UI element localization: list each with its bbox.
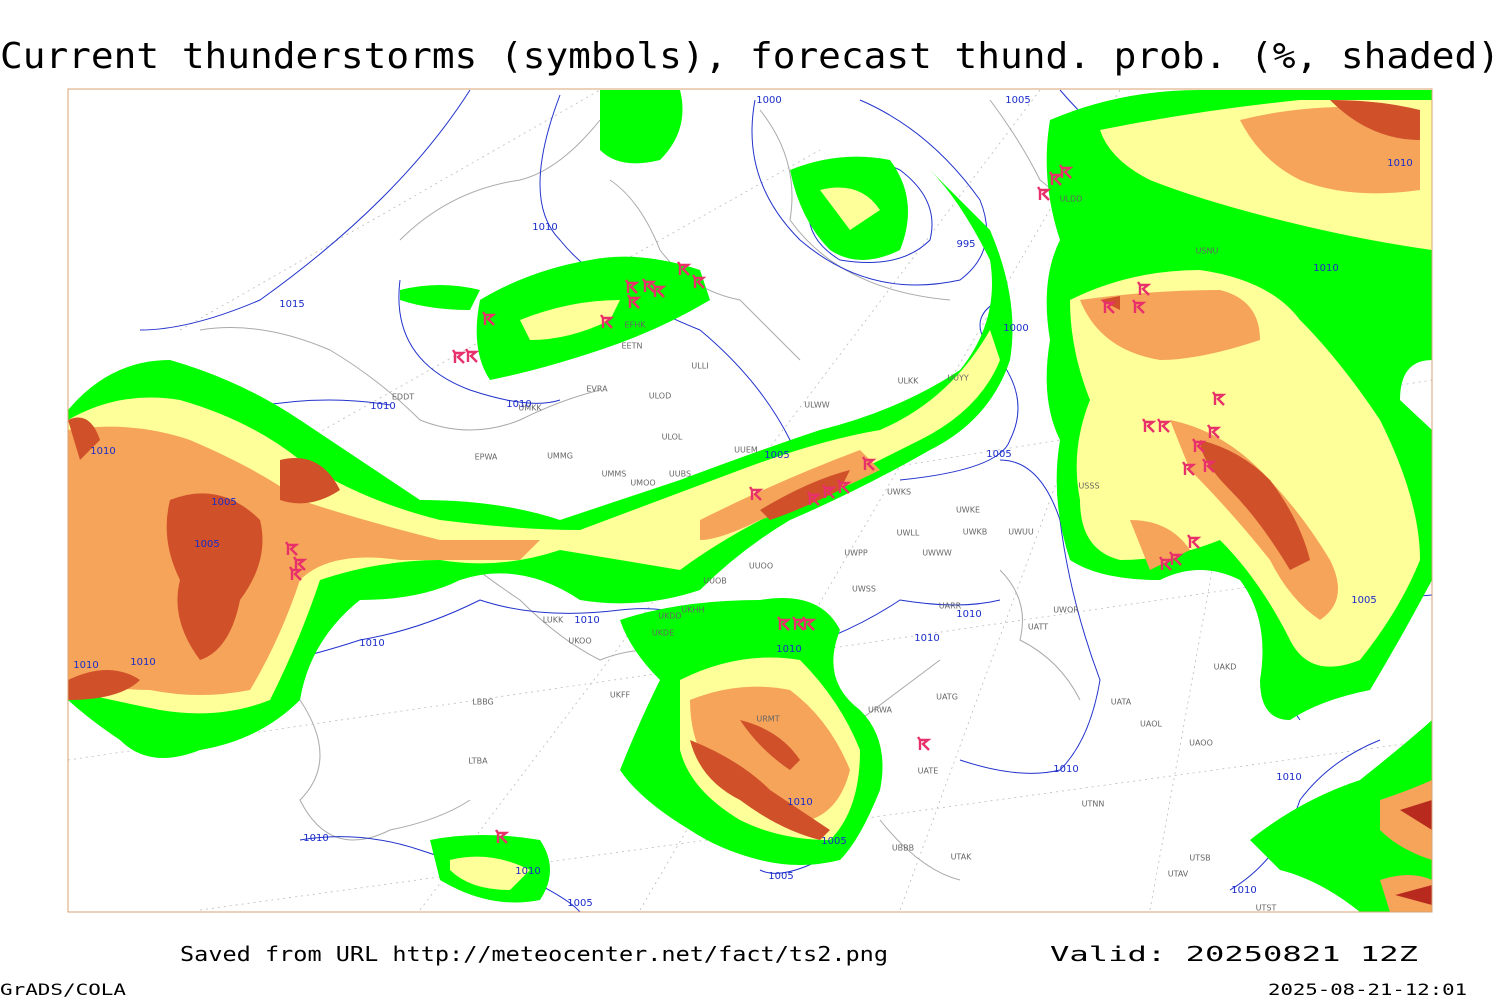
station-label: UTNN — [1082, 800, 1105, 809]
station-label: UUEM — [734, 446, 758, 455]
isobar-label: 1005 — [821, 836, 846, 847]
station-label: EVRA — [586, 385, 608, 394]
station-label: UKDD — [658, 612, 681, 621]
station-label: UARR — [939, 602, 962, 611]
isobar-label: 1005 — [211, 497, 236, 508]
source-url: Saved from URL http://meteocenter.net/fa… — [180, 942, 888, 966]
isobar-label: 1010 — [1387, 158, 1412, 169]
station-label: UWWW — [922, 549, 952, 558]
station-label: UTSB — [1189, 854, 1210, 863]
station-label: UWLL — [897, 529, 920, 538]
station-label: UKFF — [610, 691, 631, 700]
station-label: UKDE — [652, 629, 674, 638]
station-label: UMMG — [547, 452, 573, 461]
isobar-label: 1010 — [1313, 263, 1338, 274]
isobar-label: 1010 — [359, 638, 384, 649]
station-label: EDDT — [392, 393, 414, 402]
isobar-label: 1005 — [567, 898, 592, 909]
station-labels: ULDD USNU EFHK EETN ULLI ULKK UUYY EVRA ULOD UMKK… — [392, 195, 1277, 913]
software-credit: GrADS/COLA — [0, 980, 126, 999]
title: Current thunderstorms (symbols), forecas… — [0, 36, 1500, 77]
isobar-label: 1005 — [1351, 595, 1376, 606]
isobar-label: 1010 — [90, 446, 115, 457]
isobar-label: 1010 — [574, 615, 599, 626]
probability-shading — [68, 90, 1432, 912]
isobar-label: 1005 — [768, 871, 793, 882]
isobar-label: 1010 — [776, 644, 801, 655]
isobar-label: 995 — [956, 239, 975, 250]
station-label: UMMS — [602, 470, 627, 479]
isobar-label: 1010 — [1276, 772, 1301, 783]
isobar-label: 1005 — [1005, 95, 1030, 106]
station-label: UBBB — [892, 844, 914, 853]
station-label: UATT — [1028, 623, 1048, 632]
isobar-label: 1000 — [1003, 323, 1028, 334]
station-label: UUBS — [669, 470, 691, 479]
isobar-label: 1015 — [279, 299, 304, 310]
station-label: UATE — [918, 767, 939, 776]
isobar-label: 1010 — [956, 609, 981, 620]
station-label: UUYY — [947, 374, 969, 383]
station-label: UWOR — [1053, 606, 1079, 615]
station-label: LBBG — [472, 698, 494, 707]
station-label: UWUU — [1008, 528, 1034, 537]
isobar-label: 1010 — [914, 633, 939, 644]
map: 1000 1005 1010 1015 995 1000 1010 1010 1… — [67, 88, 1433, 913]
station-label: URMT — [756, 715, 779, 724]
station-label: UWKB — [963, 528, 988, 537]
station-label: LTBA — [468, 757, 488, 766]
station-label: UWSS — [852, 585, 876, 594]
station-label: UTAV — [1168, 870, 1189, 879]
isobar-label: 1010 — [1053, 764, 1078, 775]
station-label: UAOO — [1189, 739, 1213, 748]
station-label: UATG — [936, 693, 958, 702]
station-label: UUOO — [749, 562, 773, 571]
valid-time: Valid: 20250821 12Z — [1050, 942, 1418, 966]
isobar-label: 1010 — [370, 401, 395, 412]
station-label: UUOB — [703, 577, 727, 586]
station-label: UWKS — [887, 488, 911, 497]
isobar-label: 1010 — [1231, 885, 1256, 896]
station-label: UWPP — [844, 549, 868, 558]
isobar-label: 1010 — [506, 399, 531, 410]
station-label: UKHH — [681, 606, 704, 615]
station-label: UATA — [1111, 698, 1132, 707]
isobar-label: 1010 — [130, 657, 155, 668]
isobar-labels: 1000 1005 1010 1015 995 1000 1010 1010 1… — [73, 95, 1412, 909]
station-label: UMOO — [630, 479, 655, 488]
station-label: USSS — [1078, 482, 1099, 491]
station-label: ULWW — [804, 401, 829, 410]
station-label: ULKK — [898, 377, 920, 386]
station-label: URWA — [868, 706, 893, 715]
station-label: LUKK — [543, 616, 564, 625]
isobar-label: 1000 — [756, 95, 781, 106]
station-label: UWKE — [956, 506, 980, 515]
station-label: EPWA — [475, 453, 498, 462]
station-label: ULOD — [649, 392, 671, 401]
isobar-label: 1010 — [73, 660, 98, 671]
isobar-label: 1010 — [515, 866, 540, 877]
station-label: ULLI — [691, 362, 708, 371]
station-label: ULOL — [662, 433, 683, 442]
station-label: UTST — [1256, 904, 1277, 913]
isobar-label: 1005 — [194, 539, 219, 550]
isobar-label: 1010 — [303, 833, 328, 844]
map-frame — [67, 88, 1433, 913]
isobar-label: 1005 — [764, 450, 789, 461]
timestamp: 2025-08-21-12:01 — [1268, 980, 1467, 999]
isobar-label: 1010 — [532, 222, 557, 233]
station-label: USNU — [1196, 247, 1219, 256]
station-label: UKOO — [568, 637, 591, 646]
station-label: UAOL — [1140, 720, 1162, 729]
isobar-label: 1005 — [986, 449, 1011, 460]
station-label: UTAK — [951, 853, 973, 862]
station-label: UAKD — [1214, 663, 1237, 672]
station-label: EETN — [622, 342, 643, 351]
station-label: ULDD — [1060, 195, 1083, 204]
station-label: EFHK — [625, 321, 647, 330]
station-label: UMKK — [518, 404, 542, 413]
isobar-label: 1010 — [787, 797, 812, 808]
